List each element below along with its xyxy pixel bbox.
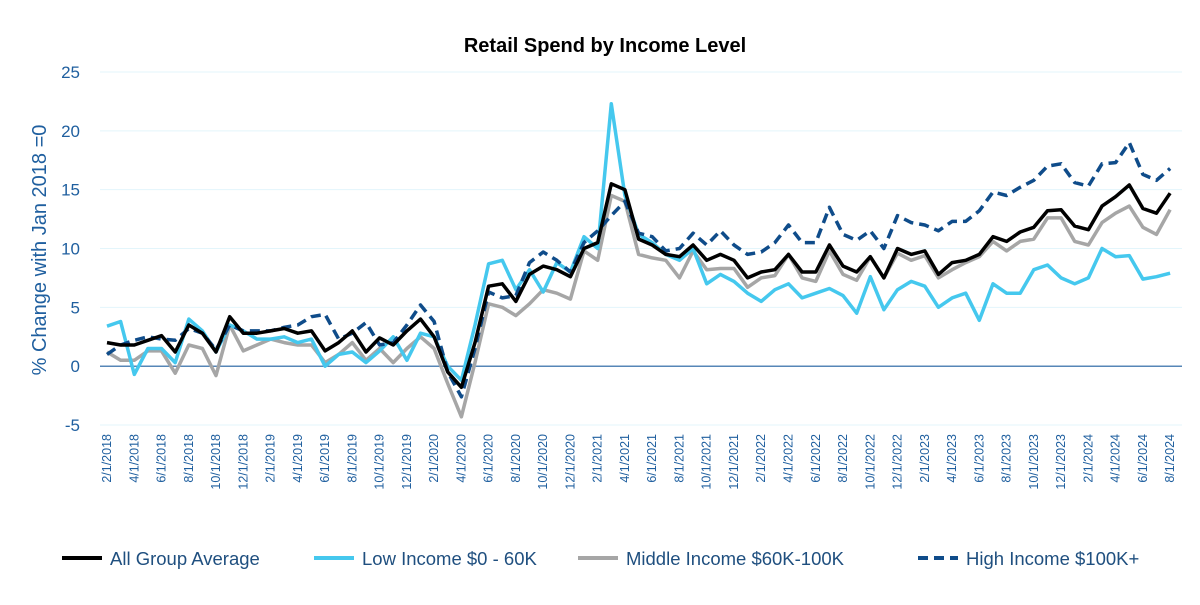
x-tick-label: 2/1/2022 xyxy=(754,434,768,483)
x-tick-label: 10/1/2020 xyxy=(536,434,550,490)
x-tick-label: 8/1/2018 xyxy=(182,434,196,483)
x-tick-label: 10/1/2021 xyxy=(700,434,714,490)
x-tick-label: 8/1/2020 xyxy=(509,434,523,483)
x-tick-label: 2/1/2023 xyxy=(918,434,932,483)
x-tick-label: 6/1/2023 xyxy=(972,434,986,483)
x-tick-label: 4/1/2019 xyxy=(291,434,305,483)
y-tick-label: 25 xyxy=(61,63,80,82)
x-tick-label: 2/1/2018 xyxy=(100,434,114,483)
x-tick-label: 10/1/2023 xyxy=(1027,434,1041,490)
x-tick-label: 10/1/2019 xyxy=(373,434,387,490)
legend-label: All Group Average xyxy=(110,548,260,569)
x-tick-label: 10/1/2018 xyxy=(209,434,223,490)
y-tick-label: 20 xyxy=(61,122,80,141)
x-tick-label: 12/1/2019 xyxy=(400,434,414,490)
x-tick-label: 4/1/2018 xyxy=(127,434,141,483)
x-tick-label: 4/1/2020 xyxy=(454,434,468,483)
legend-label: Middle Income $60K-100K xyxy=(626,548,845,569)
series-line-0 xyxy=(106,182,1172,390)
y-tick-label: 15 xyxy=(61,181,80,200)
y-tick-label: -5 xyxy=(65,416,80,435)
x-tick-label: 6/1/2018 xyxy=(155,434,169,483)
x-tick-label: 4/1/2023 xyxy=(945,434,959,483)
x-tick-label: 2/1/2020 xyxy=(427,434,441,483)
x-tick-labels: 2/1/2018 4/1/2018 6/1/2018 8/1/2018 10/1/201… xyxy=(100,434,1177,490)
y-tick-label: 0 xyxy=(71,357,80,376)
x-tick-label: 12/1/2020 xyxy=(563,434,577,490)
legend: All Group Average Low Income $0 - 60K Midd… xyxy=(62,548,1139,569)
x-tick-label: 6/1/2020 xyxy=(482,434,496,483)
series-lines xyxy=(106,102,1172,419)
x-tick-label: 8/1/2024 xyxy=(1163,434,1177,483)
x-tick-label: 12/1/2023 xyxy=(1054,434,1068,490)
x-tick-label: 6/1/2022 xyxy=(809,434,823,483)
y-tick-label: 5 xyxy=(71,298,80,317)
chart-title: Retail Spend by Income Level xyxy=(464,35,746,57)
y-tick-labels: -5 0 5 10 15 20 25 xyxy=(61,63,80,435)
x-tick-label: 6/1/2021 xyxy=(645,434,659,483)
x-tick-label: 8/1/2023 xyxy=(1000,434,1014,483)
y-tick-label: 10 xyxy=(61,240,80,259)
x-tick-label: 12/1/2022 xyxy=(891,434,905,490)
x-tick-label: 4/1/2024 xyxy=(1109,434,1123,483)
series-line-1 xyxy=(106,102,1171,383)
series-line-2 xyxy=(106,193,1172,419)
x-tick-label: 4/1/2021 xyxy=(618,434,632,483)
x-tick-label: 8/1/2022 xyxy=(836,434,850,483)
x-tick-label: 8/1/2019 xyxy=(345,434,359,483)
x-tick-label: 12/1/2021 xyxy=(727,434,741,490)
x-tick-label: 4/1/2022 xyxy=(782,434,796,483)
legend-label: Low Income $0 - 60K xyxy=(362,548,537,569)
x-tick-label: 12/1/2018 xyxy=(236,434,250,490)
x-tick-label: 2/1/2019 xyxy=(264,434,278,483)
gridlines xyxy=(100,71,1182,426)
x-tick-label: 8/1/2021 xyxy=(672,434,686,483)
x-tick-label: 2/1/2024 xyxy=(1081,434,1095,483)
legend-label: High Income $100K+ xyxy=(966,548,1139,569)
x-tick-label: 2/1/2021 xyxy=(591,434,605,483)
y-axis-label: % Change with Jan 2018 =0 xyxy=(29,125,51,376)
x-tick-label: 6/1/2024 xyxy=(1136,434,1150,483)
x-tick-label: 6/1/2019 xyxy=(318,434,332,483)
x-tick-label: 10/1/2022 xyxy=(863,434,877,490)
series-line-3 xyxy=(106,140,1172,399)
